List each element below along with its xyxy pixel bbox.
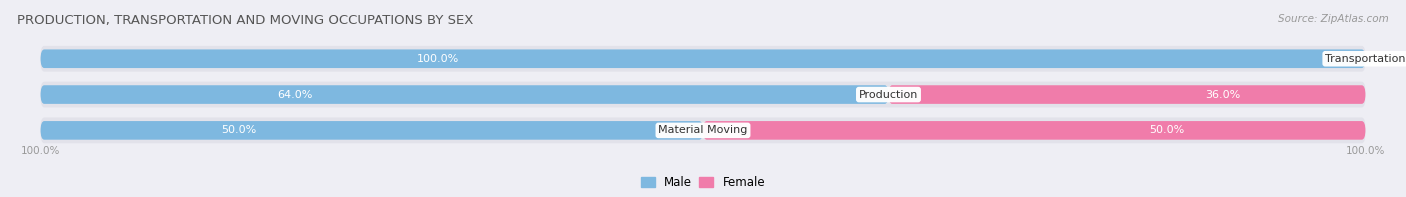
Text: Source: ZipAtlas.com: Source: ZipAtlas.com <box>1278 14 1389 24</box>
Text: 36.0%: 36.0% <box>1205 90 1240 99</box>
Legend: Male, Female: Male, Female <box>641 176 765 189</box>
FancyBboxPatch shape <box>41 85 889 104</box>
FancyBboxPatch shape <box>41 46 1365 72</box>
FancyBboxPatch shape <box>41 117 1365 143</box>
FancyBboxPatch shape <box>41 82 1365 107</box>
Text: 0.0%: 0.0% <box>1392 54 1406 64</box>
Text: 100.0%: 100.0% <box>418 54 460 64</box>
Text: 50.0%: 50.0% <box>1149 125 1184 135</box>
Text: 50.0%: 50.0% <box>222 125 257 135</box>
FancyBboxPatch shape <box>703 121 1365 140</box>
Text: 64.0%: 64.0% <box>277 90 312 99</box>
FancyBboxPatch shape <box>889 85 1365 104</box>
FancyBboxPatch shape <box>41 121 703 140</box>
Text: 100.0%: 100.0% <box>1346 146 1385 156</box>
Text: Material Moving: Material Moving <box>658 125 748 135</box>
Text: 100.0%: 100.0% <box>21 146 60 156</box>
Text: PRODUCTION, TRANSPORTATION AND MOVING OCCUPATIONS BY SEX: PRODUCTION, TRANSPORTATION AND MOVING OC… <box>17 14 474 27</box>
Text: Production: Production <box>859 90 918 99</box>
FancyBboxPatch shape <box>41 49 1365 68</box>
Text: Transportation: Transportation <box>1326 54 1406 64</box>
